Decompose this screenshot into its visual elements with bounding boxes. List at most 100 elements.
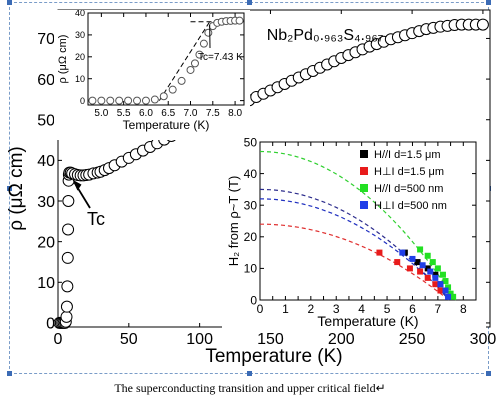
inset-br-x-tick-label: 3 xyxy=(333,302,340,316)
main-x-tick-label: 250 xyxy=(399,331,426,348)
inset-top-x-tick-label: 7.0 xyxy=(184,108,198,119)
main-y-tick-label: 60 xyxy=(37,72,55,89)
inset-transition-chart: 5.0 5.5 6.0 6.5 7.0 7.5 8.0 0 10 20 30 40 Temperatur… xyxy=(54,8,250,140)
main-x-tick-label: 150 xyxy=(257,331,284,348)
inset-top-data-point xyxy=(235,16,244,25)
legend-entry: H//I d=500 nm xyxy=(374,183,443,195)
inset-br-fit-curve xyxy=(259,188,450,301)
main-x-tick-label: 0 xyxy=(54,331,63,348)
inset-br-data-point xyxy=(429,259,436,266)
main-y-tick-label: 40 xyxy=(37,153,55,170)
inset-br-fit-curve xyxy=(260,223,450,301)
main-chart-title: Nb₂Pd₀.₉₆₃S₄.₉₆₇ xyxy=(267,27,384,44)
inset-top-data-point xyxy=(195,50,204,59)
inset-top-data-point xyxy=(186,65,195,74)
main-data-point xyxy=(476,18,489,31)
inset-top-x-tick-label: 5.0 xyxy=(94,108,108,119)
inset-br-data-point xyxy=(394,259,401,266)
inset-br-data-point xyxy=(424,265,431,272)
inset-br-y-tick-label: 40 xyxy=(244,167,258,181)
inset-top-data-point xyxy=(133,96,142,105)
tc-annotation: Tc xyxy=(87,209,105,229)
resize-handle-bottom-middle[interactable] xyxy=(247,371,252,376)
legend-entry: H//I d=1.5 μm xyxy=(374,149,441,161)
inset-top-data-point xyxy=(106,96,115,105)
inset-top-y-tick-label: 0 xyxy=(80,96,85,106)
main-y-axis-label: ρ (μΩ cm) xyxy=(6,146,27,231)
main-y-tick-label: 30 xyxy=(37,194,55,211)
inset-br-data-point xyxy=(432,274,439,281)
legend-marker xyxy=(360,167,368,175)
inset-br-fit-curve xyxy=(259,150,457,301)
inset-top-data-point xyxy=(115,96,124,105)
inset-br-x-tick-label: 2 xyxy=(307,302,314,316)
resize-handle-top-left[interactable] xyxy=(7,0,12,5)
legend-marker xyxy=(360,184,368,192)
inset-top-data-point xyxy=(168,85,177,94)
resize-handle-bottom-right[interactable] xyxy=(486,371,491,376)
main-data-point xyxy=(60,300,73,313)
legend-marker xyxy=(360,201,368,209)
figure-caption: The superconducting transition and upper… xyxy=(114,381,386,395)
legend-entry: H⊥I d=500 nm xyxy=(374,200,447,212)
main-x-tick-label: 300 xyxy=(470,331,497,348)
inset-br-x-tick-label: 4 xyxy=(358,302,365,316)
inset-br-data-point xyxy=(439,271,446,278)
main-x-tick-label: 50 xyxy=(120,331,138,348)
inset-br-data-point xyxy=(419,262,426,269)
inset-br-data-point xyxy=(424,274,431,281)
main-y-tick-label: 0 xyxy=(46,316,55,333)
inset-br-data-point xyxy=(432,281,439,288)
legend-entry: H⊥I d=1.5 μm xyxy=(374,166,444,178)
inset-top-tc-annotation: Tc=7.43 K xyxy=(198,52,243,63)
inset-top-x-tick-label: 8.0 xyxy=(228,108,242,119)
inset-br-x-tick-label: 5 xyxy=(384,302,391,316)
tc-arrow-head xyxy=(72,179,82,191)
inset-br-data-point xyxy=(409,255,416,262)
inset-top-y-tick-label: 20 xyxy=(75,52,85,62)
inset-top-data-point xyxy=(204,28,213,37)
inset-br-x-tick-label: 6 xyxy=(409,302,416,316)
inset-br-x-tick-label: 8 xyxy=(460,302,467,316)
inset-br-data-point xyxy=(450,293,457,300)
inset-top-x-axis-label: Temperature (K) xyxy=(123,118,210,132)
inset-br-data-point xyxy=(414,259,421,266)
main-data-point xyxy=(61,280,74,293)
resize-handle-top-right[interactable] xyxy=(486,0,491,5)
resize-handle-middle-left[interactable] xyxy=(7,186,12,191)
main-x-axis-label: Temperature (K) xyxy=(205,346,342,367)
inset-br-x-tick-label: 0 xyxy=(257,302,264,316)
main-y-tick-label: 70 xyxy=(37,31,55,48)
inset-br-data-point xyxy=(437,281,444,288)
main-x-tick-label: 200 xyxy=(328,331,355,348)
inset-br-data-point xyxy=(417,268,424,275)
inset-br-y-tick-label: 50 xyxy=(244,135,258,149)
inset-br-y-axis-label: H₂ from ρ~T (T) xyxy=(226,176,241,267)
inset-top-y-tick-label: 30 xyxy=(75,30,85,40)
inset-br-data-point xyxy=(437,287,444,294)
inset-top-data-point xyxy=(141,96,150,105)
inset-top-y-tick-label: 10 xyxy=(75,74,85,84)
main-data-point xyxy=(60,310,73,323)
inset-top-x-tick-label: 6.5 xyxy=(161,108,175,119)
inset-br-data-point xyxy=(445,293,452,300)
inset-br-data-point xyxy=(376,249,383,256)
main-y-tick-label: 20 xyxy=(37,234,55,251)
inset-br-x-tick-label: 1 xyxy=(282,302,289,316)
inset-br-data-point xyxy=(424,252,431,259)
resize-handle-top-middle[interactable] xyxy=(247,0,252,5)
main-data-point xyxy=(62,195,75,208)
inset-br-data-point xyxy=(442,287,449,294)
legend-marker xyxy=(360,150,368,158)
inset-br-data-point xyxy=(434,265,441,272)
inset-br-y-tick-label: 0 xyxy=(250,293,257,307)
inset-top-x-tick-label: 6.0 xyxy=(139,108,153,119)
inset-br-data-point xyxy=(447,290,454,297)
inset-top-data-point xyxy=(97,96,106,105)
main-x-tick-label: 100 xyxy=(186,331,213,348)
inset-br-x-tick-label: 7 xyxy=(435,302,442,316)
resize-handle-bottom-left[interactable] xyxy=(7,371,12,376)
inset-top-data-point xyxy=(150,95,159,104)
inset-top-data-point xyxy=(199,39,208,48)
inset-br-y-tick-label: 30 xyxy=(244,199,258,213)
